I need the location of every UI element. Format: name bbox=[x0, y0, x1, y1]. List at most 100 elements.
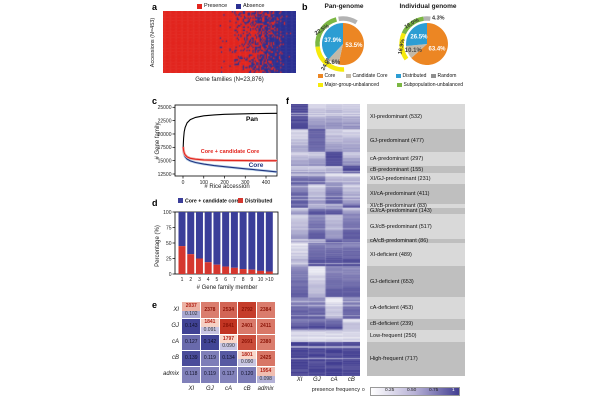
group-label: XI/cB-predominant (83) bbox=[367, 203, 465, 209]
bar-segment-core bbox=[222, 212, 230, 267]
y-tick-label: 50 bbox=[166, 241, 172, 247]
matrix-row-label: cB bbox=[171, 355, 179, 362]
panel-a-legend-item: Presence bbox=[197, 3, 227, 9]
individual-genome-title: Individual genome bbox=[399, 3, 457, 10]
group-label: cA/cB-predominant (86) bbox=[367, 238, 465, 244]
group-label: XI-predominant (532) bbox=[367, 104, 465, 130]
group-label: GJ-predominant (477) bbox=[367, 129, 465, 152]
pie-slice-percentage: 26.5% bbox=[410, 35, 428, 41]
matrix-diagonal-count: 1954 bbox=[256, 367, 275, 376]
matrix-frequency-cell: 0.142 bbox=[201, 334, 219, 351]
pie-slice-core bbox=[338, 23, 364, 65]
matrix-diagonal-frequency: 0.091 bbox=[201, 327, 219, 334]
series-label: Core + candidate Core bbox=[201, 149, 260, 155]
x-tick-label: 400 bbox=[262, 180, 271, 186]
bar-segment-distributed bbox=[178, 246, 186, 274]
genome-legend-item: Major-group-unbalanced bbox=[318, 82, 379, 88]
pie-slice-distributed bbox=[321, 22, 343, 60]
genome-legend-item: Candidate Core bbox=[346, 73, 388, 79]
matrix-count-cell: 2401 bbox=[238, 318, 256, 334]
pie-slice-core bbox=[411, 23, 448, 65]
panel-d-x-axis-label: # Gene family member bbox=[196, 285, 258, 291]
bar-segment-core bbox=[265, 212, 273, 272]
legend-label: Core bbox=[324, 73, 336, 79]
group-label: GJ-deficient (653) bbox=[367, 266, 465, 298]
matrix-col-label: cB bbox=[243, 386, 251, 392]
group-label: cB-predominant (155) bbox=[367, 165, 465, 174]
outer-arc-random bbox=[338, 16, 358, 25]
legend-label: Absence bbox=[243, 3, 265, 9]
bar-segment-distributed bbox=[222, 266, 230, 274]
matrix-diagonal-frequency: 0.098 bbox=[256, 375, 275, 383]
panel-a-y-axis-label: Accessions (N=453) bbox=[150, 17, 156, 68]
panel-f-x-tick: cA bbox=[330, 377, 338, 383]
bar-segment-core bbox=[187, 212, 195, 255]
matrix-diagonal-count: 1801 bbox=[238, 351, 256, 360]
family-member-stacked-bar-chart: 0 25 50 75 100 1 2 3 4 5 6 7 8 9 10 >10 Core + candidate… bbox=[163, 198, 279, 283]
colorbar-tick-label: 1 bbox=[452, 387, 455, 393]
bar-segment-core bbox=[239, 212, 247, 270]
genome-legend-item: Subpopulation-unbalanced bbox=[397, 82, 463, 88]
matrix-frequency-cell: 0.143 bbox=[182, 318, 201, 334]
legend-label: Core + candidate core bbox=[185, 199, 239, 205]
group-label: XI-deficient (489) bbox=[367, 243, 465, 267]
x-tick-label: 0 bbox=[182, 180, 185, 186]
matrix-count-cell: 2841 bbox=[219, 318, 238, 334]
y-tick-label: 15000 bbox=[158, 158, 172, 164]
x-tick-label: 4 bbox=[207, 277, 210, 283]
legend-swatch bbox=[431, 73, 436, 79]
y-tick-label: 100 bbox=[163, 210, 172, 216]
gene-family-accumulation-chart: 12500 15000 17500 20000 22500 25000 0 100 200 300… bbox=[158, 104, 278, 186]
x-tick-label: 10 bbox=[258, 277, 264, 283]
panel-f-x-tick: XI bbox=[296, 377, 303, 383]
group-label: Low-frequent (250) bbox=[367, 330, 465, 342]
group-label: XI/cA-predominant (411) bbox=[367, 184, 465, 204]
bar-segment-core bbox=[230, 212, 238, 268]
matrix-row-label: cA bbox=[171, 339, 179, 345]
y-tick-label: 17500 bbox=[158, 145, 172, 151]
matrix-count-cell: 2378 bbox=[201, 302, 219, 318]
legend-swatch bbox=[238, 198, 243, 203]
y-tick-label: 12500 bbox=[158, 172, 172, 178]
bar-segment-distributed bbox=[213, 264, 221, 274]
matrix-count-cell: 2425 bbox=[256, 351, 275, 367]
bar-segment-distributed bbox=[265, 271, 273, 274]
legend-swatch bbox=[397, 82, 402, 88]
matrix-diagonal-count: 2037 bbox=[182, 302, 201, 311]
matrix-frequency-cell: 0.134 bbox=[219, 351, 238, 367]
matrix-diagonal-count: 1797 bbox=[219, 334, 238, 344]
panel-a-legend-item: Absence bbox=[236, 3, 264, 9]
colorbar-tick-label: 0.50 bbox=[407, 387, 417, 393]
colorbar-tick-label: 0.75 bbox=[429, 387, 439, 393]
matrix-count-cell: 2534 bbox=[219, 302, 238, 318]
legend-label: Random bbox=[437, 73, 457, 79]
y-tick-label: 0 bbox=[169, 272, 172, 278]
legend-label: Subpopulation-unbalanced bbox=[403, 82, 464, 88]
x-tick-label: >10 bbox=[265, 277, 274, 283]
legend-swatch bbox=[197, 3, 202, 9]
matrix-count-cell: 2792 bbox=[238, 302, 256, 318]
x-tick-label: 6 bbox=[224, 277, 227, 283]
plot-frame bbox=[174, 104, 278, 177]
matrix-frequency-cell: 0.119 bbox=[201, 351, 219, 367]
panel-f-x-tick: cB bbox=[347, 377, 355, 383]
group-label: High-frequent (717) bbox=[367, 341, 465, 376]
series-line-core-candidate-core bbox=[182, 146, 277, 162]
bar-segment-distributed bbox=[187, 254, 195, 274]
pie-slice-percentage: 37.9% bbox=[324, 38, 342, 44]
bar-segment-distributed bbox=[239, 269, 247, 274]
y-tick-label: 25000 bbox=[158, 105, 172, 111]
legend-swatch bbox=[236, 3, 241, 9]
panel-c-label: c bbox=[152, 96, 158, 106]
pie-slice-percentage: 53.5% bbox=[345, 43, 363, 49]
bar-segment-distributed bbox=[204, 262, 212, 274]
pie-slice-percentage: 63.4% bbox=[428, 47, 446, 53]
matrix-frequency-cell: 0.118 bbox=[182, 367, 201, 383]
outer-arc-subpopulation-unbalanced bbox=[401, 16, 424, 35]
matrix-count-cell: 2380 bbox=[256, 334, 275, 351]
x-tick-label: 100 bbox=[200, 180, 209, 186]
matrix-row-label: admix bbox=[162, 371, 179, 378]
presence-frequency-heatmap bbox=[291, 104, 360, 376]
genome-pie-charts: 22.5%24.0%53.5%8.6%37.9%4.3%16.0%16.9% 63… bbox=[314, 15, 448, 72]
legend-swatch bbox=[318, 73, 323, 79]
